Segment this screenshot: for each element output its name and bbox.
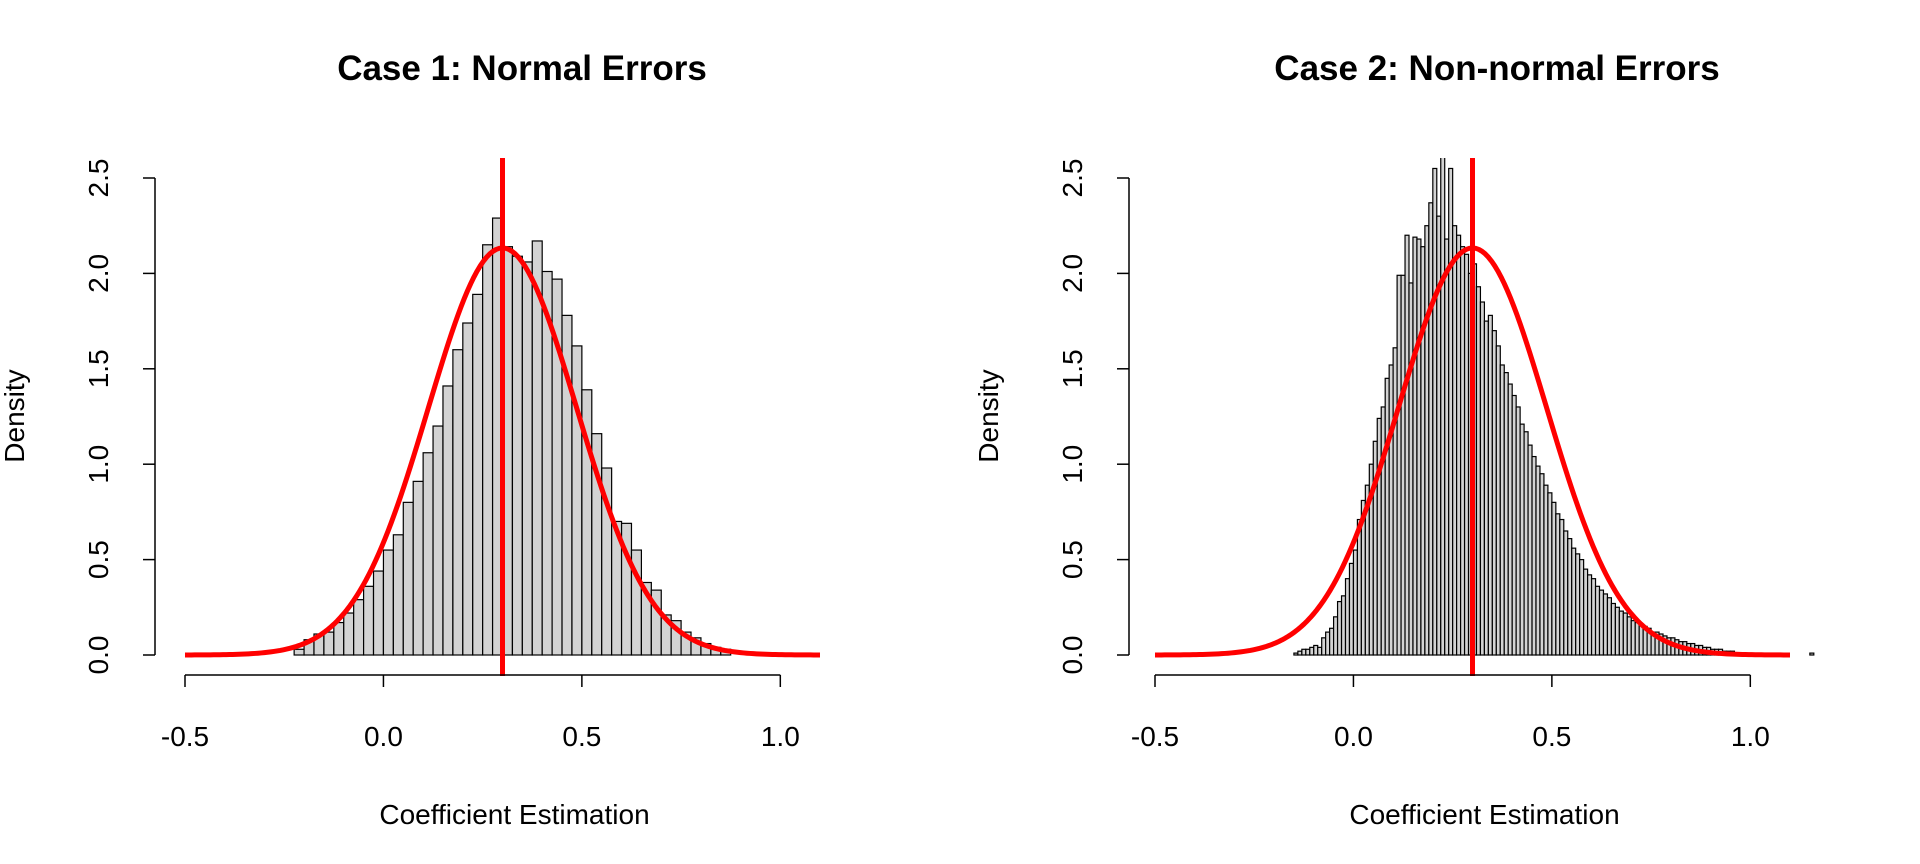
y-tick-label: 1.5 xyxy=(1057,349,1088,388)
chart-title: Case 2: Non-normal Errors xyxy=(1274,49,1719,88)
y-tick-label: 0.5 xyxy=(1057,540,1088,579)
histogram-bar xyxy=(1809,652,1815,656)
histogram-bar xyxy=(482,244,494,656)
x-tick-label: 0.5 xyxy=(1532,721,1571,752)
y-tick-label: 0.0 xyxy=(1057,636,1088,675)
x-axis: -0.5 0.0 0.5 1.0 xyxy=(161,674,800,752)
histogram-bar xyxy=(343,612,355,656)
histogram-bar xyxy=(362,585,375,656)
histogram-bar xyxy=(432,425,444,656)
y-tick-label: 2.5 xyxy=(83,159,114,198)
histogram-bars xyxy=(293,217,732,656)
chart-panel-2: Case 2: Non-normal Errors 0.0 0.5 1.0 1.5 2.0… xyxy=(973,49,1815,830)
histogram-bar xyxy=(422,452,434,656)
chart-panel-1: Case 1: Normal Errors 0.0 0.5 1.0 1.5 2.0 2.5 -… xyxy=(0,49,821,830)
y-tick-label: 1.5 xyxy=(83,349,114,388)
histogram-bar xyxy=(372,570,385,656)
x-tick-label: -0.5 xyxy=(161,721,209,752)
histogram-bar xyxy=(452,349,464,656)
histogram-bar xyxy=(511,255,523,656)
x-tick-label: -0.5 xyxy=(1131,721,1179,752)
x-axis-label: Coefficient Estimation xyxy=(1349,799,1619,830)
y-tick-label: 1.0 xyxy=(83,445,114,484)
histogram-bars xyxy=(1293,158,1815,656)
x-tick-label: 1.0 xyxy=(1731,721,1770,752)
histogram-bar xyxy=(382,549,394,656)
histogram-bar xyxy=(323,631,335,656)
x-tick-label: 0.0 xyxy=(364,721,403,752)
x-tick-label: 0.0 xyxy=(1334,721,1373,752)
y-axis-label: Density xyxy=(0,369,30,462)
histogram-bar xyxy=(293,648,305,656)
y-axis: 0.0 0.5 1.0 1.5 2.0 2.5 xyxy=(83,159,156,675)
x-tick-label: 0.5 xyxy=(562,721,601,752)
y-tick-label: 2.5 xyxy=(1057,159,1088,198)
histogram-bar xyxy=(521,261,533,656)
histogram-bar xyxy=(392,534,404,656)
x-axis: -0.5 0.0 0.5 1.0 xyxy=(1131,674,1770,752)
y-tick-label: 0.0 xyxy=(83,636,114,675)
histogram-bar xyxy=(462,322,474,656)
y-tick-label: 2.0 xyxy=(83,254,114,293)
histogram-bar xyxy=(472,293,484,656)
histogram-bar xyxy=(333,621,345,656)
y-tick-label: 1.0 xyxy=(1057,445,1088,484)
y-axis: 0.0 0.5 1.0 1.5 2.0 2.5 xyxy=(1057,159,1130,675)
y-tick-label: 0.5 xyxy=(83,540,114,579)
histogram-bar xyxy=(353,599,365,656)
histogram-bar xyxy=(442,385,454,656)
y-tick-label: 2.0 xyxy=(1057,254,1088,293)
chart-title: Case 1: Normal Errors xyxy=(337,49,707,88)
x-axis-label: Coefficient Estimation xyxy=(379,799,649,830)
x-tick-label: 1.0 xyxy=(761,721,800,752)
histogram-bar xyxy=(402,501,414,656)
histogram-bar xyxy=(412,480,424,656)
y-axis-label: Density xyxy=(973,369,1004,462)
